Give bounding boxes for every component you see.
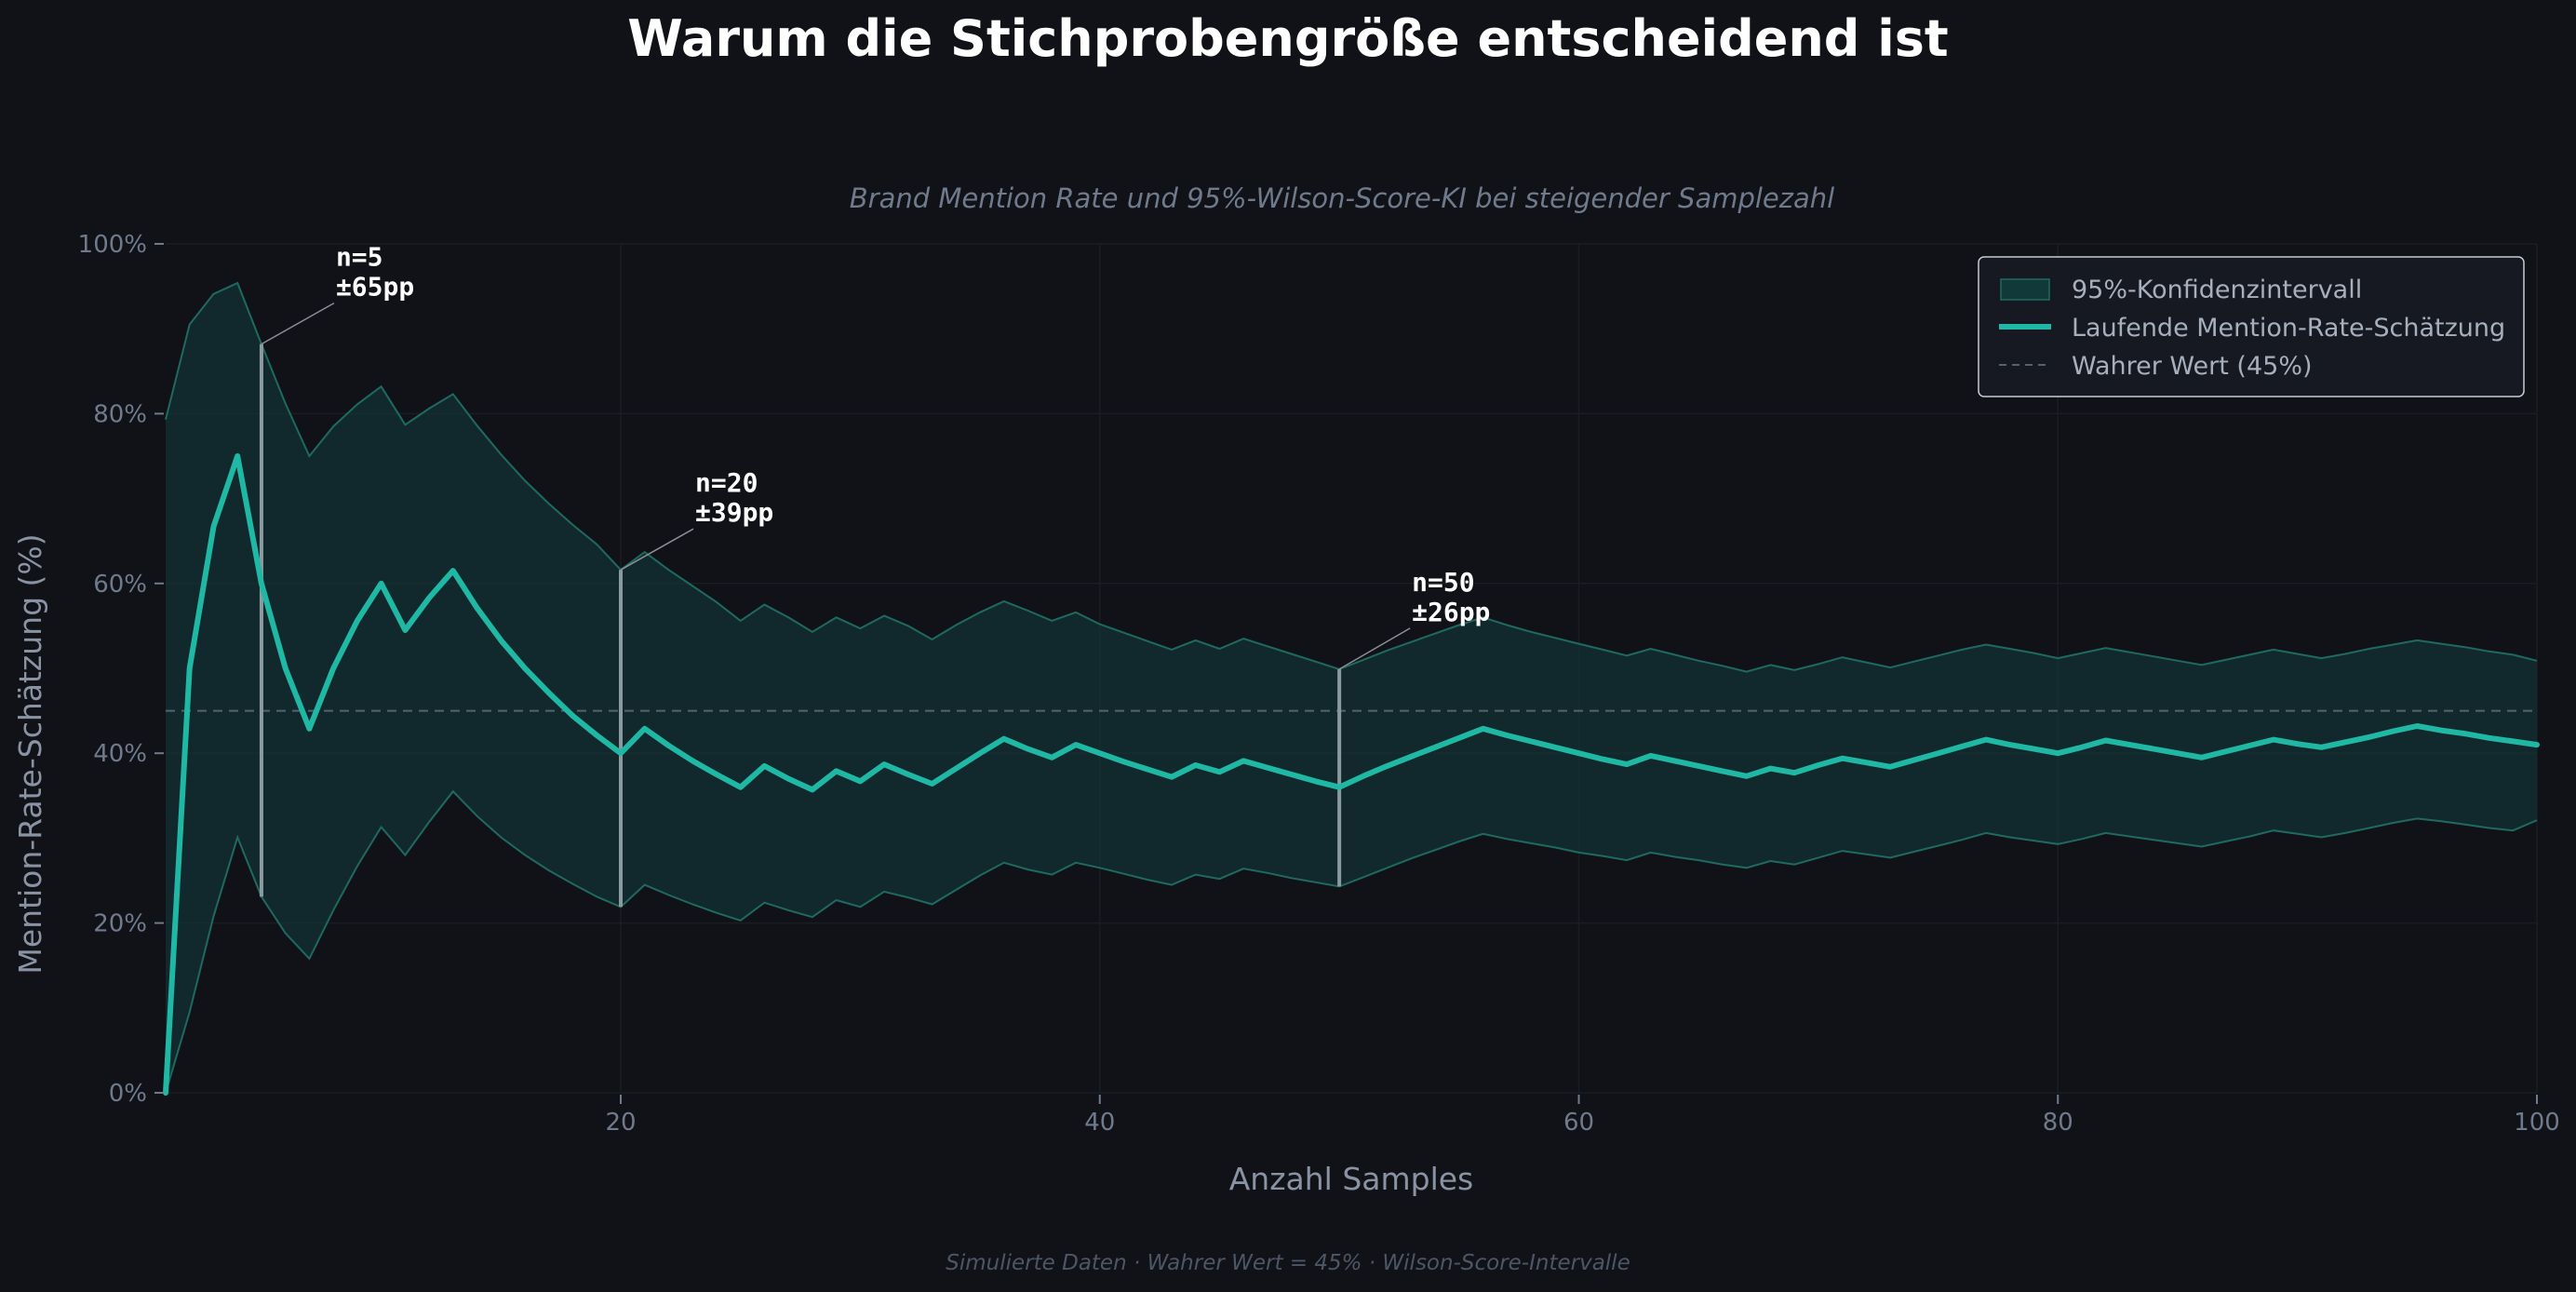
y-tick-label: 40% [93,740,147,768]
mention-rate-line [163,453,2540,1096]
annotation-pp-label: ±26pp [1412,597,1490,627]
annotation-n-label: n=5 [336,242,383,273]
x-axis-label: Anzahl Samples [1229,1161,1474,1197]
chart-subtitle: Brand Mention Rate und 95%-Wilson-Score-… [850,182,1834,214]
annotation-leader [261,302,335,345]
y-axis-label: Mention-Rate-Schätzung (%) [12,533,48,974]
y-tick-label: 80% [93,400,147,428]
annotation-n-label: n=20 [695,467,758,498]
y-tick-label: 0% [109,1080,147,1108]
plot-area: n=5±65pp n=20±39pp n=50±26pp 0% 20% 40% 60% 80%… [78,231,2560,1137]
x-tick-label: 60 [1563,1109,1594,1137]
band-lower-edge [165,789,2538,1094]
x-tick-label: 20 [605,1109,636,1137]
x-tick-label: 80 [2043,1109,2073,1137]
x-tick-label: 40 [1084,1109,1115,1137]
annotation-leader [1338,627,1411,670]
y-tick-label: 60% [93,571,147,599]
annotation-pp-label: ±65pp [336,272,414,303]
chart-legend: 95%-Konfidenzintervall Laufende Mention-R… [1978,256,2525,397]
legend-label: 95%-Konfidenzintervall [2072,276,2362,304]
band-upper-edge [165,281,2538,673]
chart-footer: Simulierte Daten · Wahrer Wert = 45% · W… [946,1251,1630,1275]
annotation-leader [620,528,694,571]
x-tick-label: 100 [2514,1109,2560,1137]
y-tick-label: 100% [78,231,147,259]
chart-title: Warum die Stichprobengröße entscheidend … [627,9,1948,68]
legend-box [1978,256,2525,397]
y-tick-label: 20% [93,910,147,938]
legend-label: Laufende Mention-Rate-Schätzung [2072,314,2505,343]
legend-label: Wahrer Wert (45%) [2072,352,2313,381]
confidence-band [166,283,2537,1093]
legend-swatch-band [2000,278,2050,301]
annotation-n-label: n=50 [1412,567,1474,598]
annotation-pp-label: ±39pp [695,497,773,528]
